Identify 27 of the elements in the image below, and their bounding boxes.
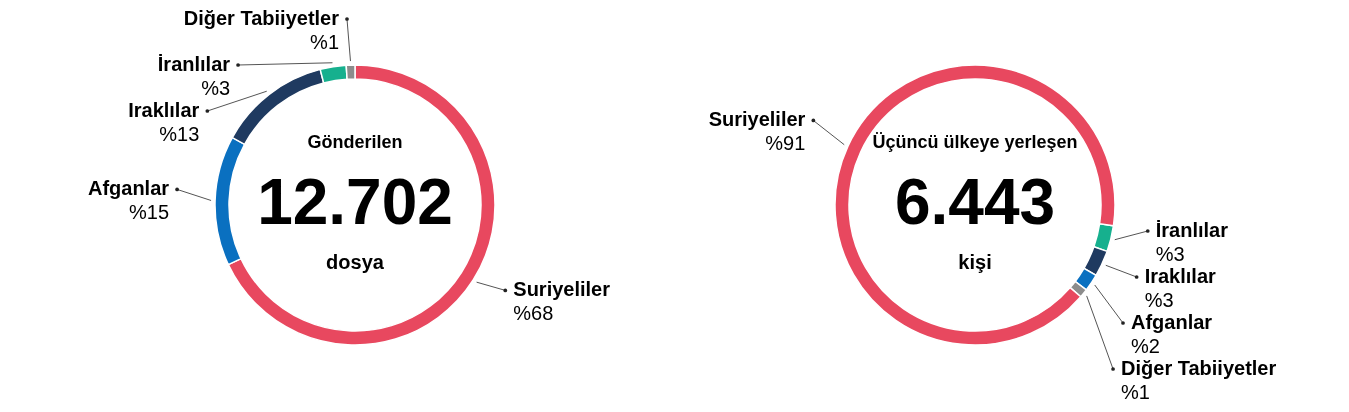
data-label: %13 — [159, 123, 200, 145]
data-label: %15 — [129, 201, 170, 224]
data-label: %3 — [1144, 289, 1174, 311]
data-label: %2 — [1131, 335, 1160, 357]
slice-label: İranlılar — [157, 53, 231, 75]
slice-label: Iraklılar — [1144, 265, 1217, 287]
data-label: %3 — [201, 77, 231, 99]
slice-label: Afganlar — [87, 177, 170, 200]
slice-label: Suriyeliler — [708, 108, 806, 131]
data-label: %3 — [1155, 243, 1185, 265]
data-label: %1 — [310, 31, 339, 53]
text: 6.443 — [894, 166, 1056, 238]
text: dosya — [326, 251, 385, 273]
slice-label: Diğer Tabiiyetler — [183, 7, 340, 29]
text: Gönderilen — [307, 132, 403, 152]
data-label: %1 — [1121, 381, 1150, 403]
text: kişi — [958, 251, 992, 273]
slice-label: Afganlar — [1131, 311, 1213, 333]
data-label: %91 — [765, 132, 806, 155]
slice-label: Diğer Tabiiyetler — [1121, 357, 1277, 379]
slice-label: Suriyeliler — [513, 278, 611, 301]
slice-label: İranlılar — [1155, 219, 1229, 241]
donut-slice — [834, 64, 1116, 346]
slice-label: Iraklılar — [128, 99, 200, 121]
text: 12.702 — [257, 166, 453, 238]
data-label: %68 — [513, 302, 554, 325]
text: Üçüncü ülkeye yerleşen — [872, 132, 1078, 152]
